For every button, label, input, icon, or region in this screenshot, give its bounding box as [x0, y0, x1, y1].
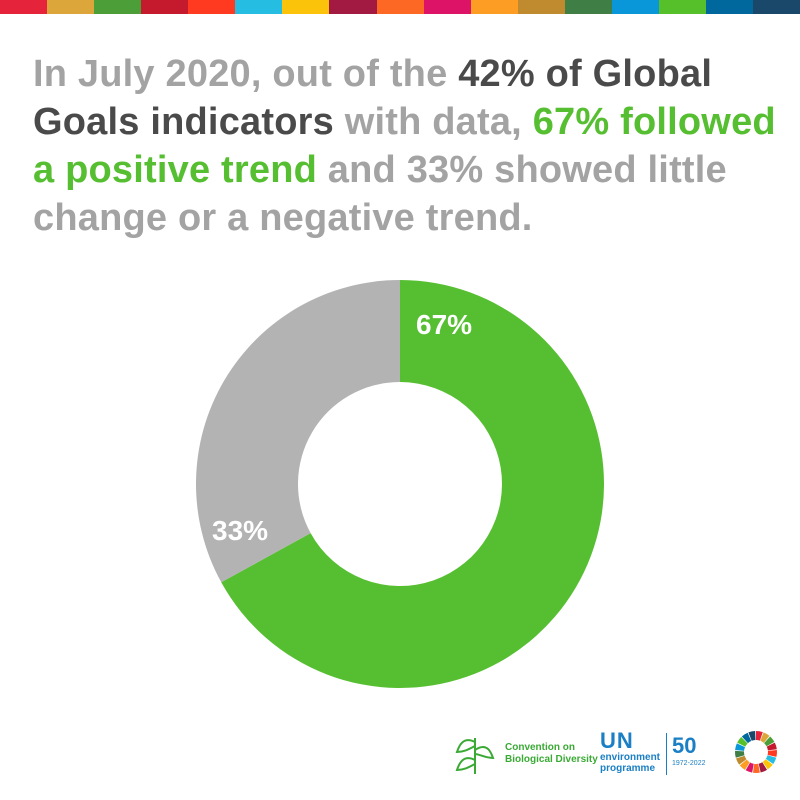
color-bar-segment — [282, 0, 330, 14]
sdg-wheel-segment — [766, 742, 777, 751]
color-bar-segment — [517, 0, 565, 14]
sdg-wheel-segment — [741, 732, 752, 744]
color-bar-segment — [329, 0, 377, 14]
slice-label-2: 33% — [212, 515, 268, 546]
color-bar-segment — [0, 0, 48, 14]
sdg-wheel-segment — [735, 750, 745, 758]
unep-50-mark: 50 — [672, 733, 697, 758]
color-bar-segment — [376, 0, 424, 14]
donut-slice-1 — [221, 280, 604, 688]
sdg-wheel-segment — [764, 736, 775, 747]
sdg-wheel-segment — [767, 750, 777, 757]
cbd-name: Convention on Biological Diversity — [505, 742, 598, 765]
headline: In July 2020, out of the 42% of Global G… — [33, 50, 783, 242]
color-bar-segment — [658, 0, 706, 14]
sdg-wheel-segment — [735, 743, 746, 751]
sdg-wheel-segment — [758, 762, 768, 773]
headline-highlight-indicators: 42% of Global Goals indicators — [33, 53, 713, 143]
cbd-leaf-logo — [455, 738, 495, 774]
color-bar-segment — [564, 0, 612, 14]
sdg-wheel-segment — [745, 762, 754, 773]
color-bar-segment — [423, 0, 471, 14]
color-bar-segment — [141, 0, 189, 14]
un-wordmark: UN — [600, 728, 634, 753]
headline-part-1: In July 2020, out of the — [33, 53, 459, 95]
sdg-wheel-segment — [762, 759, 773, 770]
sdg-color-bar — [0, 0, 800, 14]
donut-slice-2 — [195, 280, 400, 583]
headline-highlight-positive: 67% followed a positive trend — [33, 101, 776, 191]
color-bar-segment — [188, 0, 236, 14]
unep-50-years: 1972-2022 — [672, 760, 706, 767]
logo-divider — [666, 733, 667, 775]
color-bar-segment — [47, 0, 95, 14]
color-bar-segment — [470, 0, 518, 14]
sdg-wheel-segment — [765, 755, 777, 764]
color-bar-segment — [235, 0, 283, 14]
color-bar-segment — [94, 0, 142, 14]
color-bar-segment — [611, 0, 659, 14]
sdg-wheel-segment — [737, 737, 748, 747]
headline-part-3: with data, — [333, 101, 533, 143]
sdg-wheel-segment — [736, 755, 747, 765]
sdg-wheel-segment — [752, 763, 760, 773]
color-bar-segment — [705, 0, 753, 14]
sdg-wheel-segment — [760, 732, 770, 743]
unep-subtitle: environment programme — [600, 752, 661, 774]
slice-label-1: 67% — [416, 309, 472, 340]
donut-chart: 67% 33% — [195, 280, 604, 688]
sdg-wheel-segment — [756, 731, 763, 741]
headline-part-5: and 33% showed little change or a negati… — [33, 149, 727, 239]
sdg-wheel-icon — [735, 731, 777, 773]
sdg-wheel-segment — [748, 731, 756, 741]
sdg-wheel-segment — [739, 759, 750, 770]
unep-logo: UN environment programme — [600, 728, 664, 775]
color-bar-segment — [753, 0, 800, 14]
